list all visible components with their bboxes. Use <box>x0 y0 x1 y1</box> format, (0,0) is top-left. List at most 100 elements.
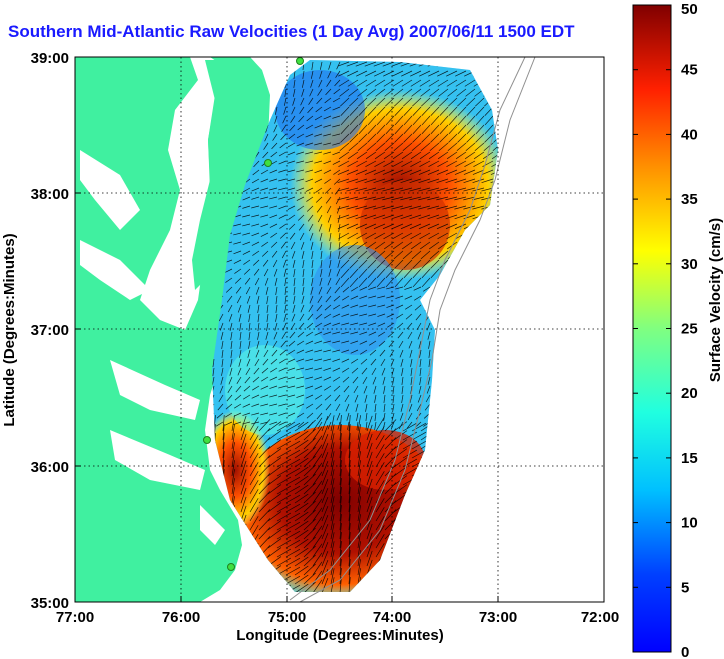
velocity-vector <box>448 106 458 116</box>
velocity-vector <box>267 484 282 495</box>
velocity-vector <box>236 376 242 385</box>
velocity-vector <box>257 322 260 331</box>
velocity-vector <box>387 331 395 338</box>
velocity-vector <box>330 415 335 432</box>
velocity-vector <box>348 568 351 585</box>
velocity-vector <box>242 214 251 218</box>
velocity-vector <box>333 169 341 175</box>
velocity-vector <box>310 70 314 79</box>
velocity-vector <box>339 568 342 585</box>
velocity-vector <box>418 223 431 230</box>
colorbar-tick-label: 30 <box>681 256 698 273</box>
velocity-vector <box>364 394 368 403</box>
velocity-vector <box>231 460 235 477</box>
x-tick-label: 75:00 <box>268 609 306 626</box>
velocity-vector <box>329 259 332 268</box>
velocity-vector <box>321 542 329 558</box>
velocity-vector <box>264 133 269 142</box>
velocity-vector <box>339 469 342 486</box>
velocity-vector <box>384 428 397 441</box>
velocity-vector <box>260 394 269 398</box>
velocity-vector <box>410 385 413 394</box>
velocity-vector <box>297 340 305 346</box>
velocity-vector <box>314 178 323 183</box>
y-tick-label: 38:00 <box>31 186 69 203</box>
velocity-vector <box>315 313 323 320</box>
velocity-vector <box>260 214 269 218</box>
velocity-vector <box>430 124 440 135</box>
velocity-vector <box>394 115 404 126</box>
velocity-vector <box>251 412 260 416</box>
velocity-vector <box>321 434 329 450</box>
velocity-vector <box>346 412 350 421</box>
velocity-vector <box>284 304 287 313</box>
velocity-vector <box>265 286 269 295</box>
velocity-vector <box>400 205 413 210</box>
velocity-vector <box>445 178 458 184</box>
velocity-vector <box>312 552 323 567</box>
velocity-vector <box>351 358 359 364</box>
velocity-vector <box>393 250 404 260</box>
velocity-vector <box>393 97 404 107</box>
velocity-vector <box>242 403 251 408</box>
velocity-vector <box>231 415 235 432</box>
velocity-vector <box>330 478 335 495</box>
velocity-vector <box>472 178 485 184</box>
velocity-vector <box>375 444 385 459</box>
velocity-vector <box>384 250 395 260</box>
velocity-vector <box>349 259 359 269</box>
velocity-vector <box>306 403 314 409</box>
velocity-vector <box>274 277 278 286</box>
velocity-vector <box>253 268 260 276</box>
velocity-vector <box>283 106 287 115</box>
velocity-vector <box>393 142 404 152</box>
velocity-vector <box>366 97 377 107</box>
velocity-vector <box>356 160 368 168</box>
velocity-vector <box>317 295 323 304</box>
velocity-vector <box>357 451 361 468</box>
velocity-vector <box>484 124 494 135</box>
velocity-vector <box>332 313 341 318</box>
velocity-vector <box>323 142 332 146</box>
velocity-vector <box>234 268 242 274</box>
velocity-vector <box>219 385 224 394</box>
velocity-vector <box>439 133 449 143</box>
velocity-vector <box>358 133 368 143</box>
velocity-vector <box>231 433 235 450</box>
velocity-vector <box>303 545 316 558</box>
velocity-vector <box>428 151 440 160</box>
velocity-vector <box>321 443 329 459</box>
velocity-vector <box>324 385 332 391</box>
velocity-vector <box>328 268 332 277</box>
velocity-vector <box>412 268 422 279</box>
velocity-vector <box>384 455 397 468</box>
velocity-vector <box>270 151 278 158</box>
velocity-vector <box>375 498 385 513</box>
velocity-vector <box>472 187 485 192</box>
velocity-vector <box>248 322 251 331</box>
velocity-vector <box>298 322 305 330</box>
velocity-vector <box>321 497 329 513</box>
velocity-vector <box>411 241 422 250</box>
velocity-vector <box>293 286 296 295</box>
velocity-vector <box>257 304 260 313</box>
velocity-vector <box>339 415 342 432</box>
velocity-vector <box>374 421 377 430</box>
velocity-vector <box>249 417 259 432</box>
velocity-vector <box>230 349 233 358</box>
velocity-vector <box>347 151 359 160</box>
velocity-vector <box>454 187 467 192</box>
velocity-vector <box>439 115 449 126</box>
velocity-vector <box>357 550 361 567</box>
velocity-vector <box>350 331 359 335</box>
velocity-vector <box>308 223 314 232</box>
velocity-vector <box>411 142 422 152</box>
velocity-vector <box>312 444 323 459</box>
velocity-vector <box>314 151 323 155</box>
velocity-vector <box>337 178 350 184</box>
velocity-vector <box>267 547 282 558</box>
velocity-vector <box>306 331 314 337</box>
velocity-vector <box>375 88 386 97</box>
velocity-vector <box>436 187 449 192</box>
velocity-vector <box>249 516 259 531</box>
